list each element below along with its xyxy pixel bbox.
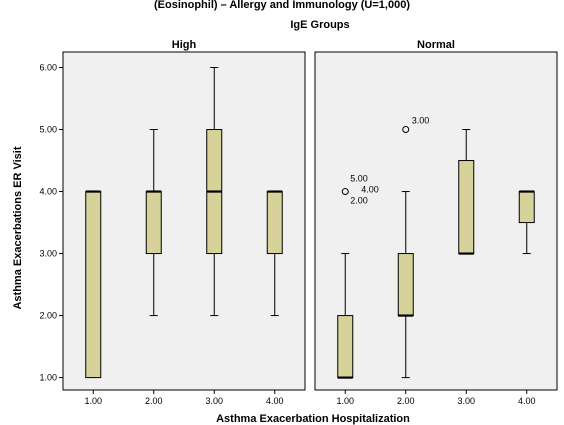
top-caption: (Eosinophil) – Allergy and Immunology (U… <box>154 0 410 11</box>
panel-high: High 1.00 2.00 3.00 4.00 <box>62 37 306 406</box>
group-title: IgE Groups <box>290 19 349 31</box>
box-normal-1.00: 5.004.002.00 <box>337 174 379 379</box>
x-tick-label: 1.00 <box>336 396 354 406</box>
panel-title: High <box>172 39 197 51</box>
y-tick-label: 2.00 <box>39 311 57 321</box>
y-tick-label: 6.00 <box>39 63 57 73</box>
outlier-label: 5.00 <box>350 174 368 184</box>
x-tick-label: 1.00 <box>84 396 102 406</box>
box-high-4.00 <box>266 190 283 317</box>
box-high-3.00 <box>206 67 223 317</box>
box-iqr <box>145 191 162 255</box>
y-axis-title: Asthma Exacerbations ER Visit <box>12 146 24 309</box>
box-iqr <box>337 315 354 379</box>
box-iqr <box>458 160 475 255</box>
box-high-2.00 <box>145 129 162 317</box>
x-tick-label: 3.00 <box>457 396 475 406</box>
outlier-label: 4.00 <box>361 185 379 195</box>
box-high-1.00 <box>85 190 102 379</box>
panel-plot-area <box>62 51 306 391</box>
outlier-point <box>341 188 349 196</box>
x-axis-title: Asthma Exacerbation Hospitalization <box>216 413 410 425</box>
box-iqr <box>397 253 414 317</box>
y-tick-label: 4.00 <box>39 187 57 197</box>
box-iqr <box>518 191 535 224</box>
y-tick-label: 3.00 <box>39 249 57 259</box>
box-normal-4.00 <box>518 190 535 255</box>
x-tick-label: 4.00 <box>518 396 536 406</box>
outlier-label: 2.00 <box>350 196 368 206</box>
x-tick-label: 2.00 <box>397 396 415 406</box>
panel-strip <box>315 37 557 52</box>
box-iqr <box>85 191 102 379</box>
box-iqr <box>266 191 283 255</box>
x-tick-label: 4.00 <box>266 396 284 406</box>
y-tick-label: 1.00 <box>39 373 57 383</box>
box-normal-3.00 <box>458 129 475 255</box>
outlier-label: 3.00 <box>412 116 430 126</box>
panel-strip <box>63 37 305 52</box>
panel-plot-area <box>314 51 558 391</box>
box-normal-2.00: 3.00 <box>397 116 430 379</box>
y-tick-label: 5.00 <box>39 125 57 135</box>
outlier-point <box>402 126 410 134</box>
x-tick-label: 3.00 <box>205 396 223 406</box>
panel-title: Normal <box>417 39 455 51</box>
x-tick-label: 2.00 <box>145 396 163 406</box>
